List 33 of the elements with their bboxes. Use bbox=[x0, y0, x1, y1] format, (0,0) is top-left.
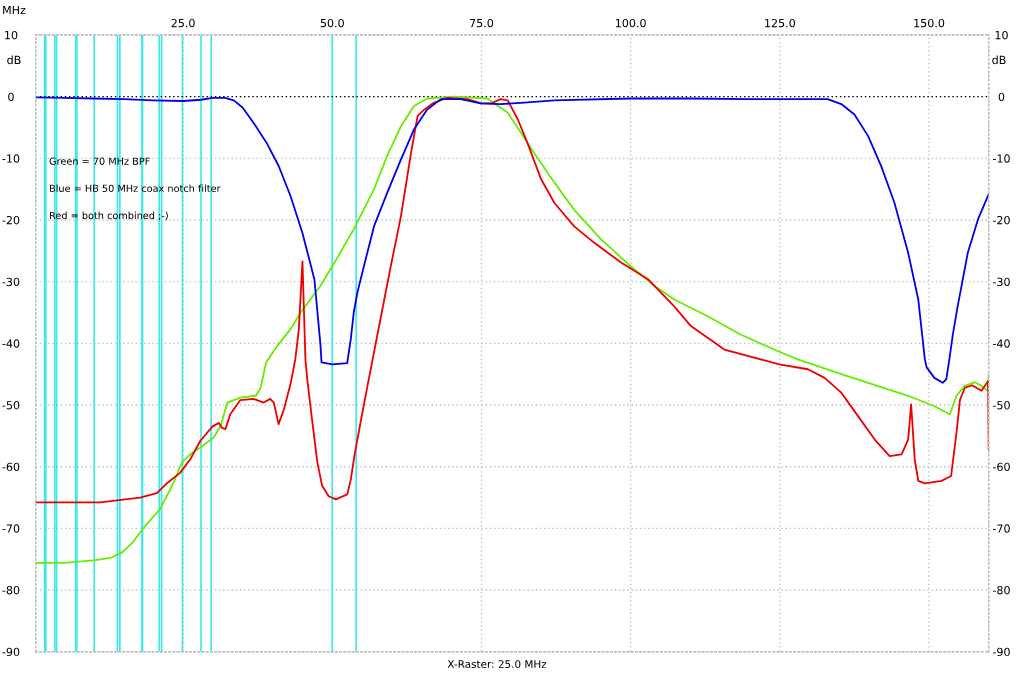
y-tick-label: -60 bbox=[2, 462, 20, 472]
x-tick-label: 125.0 bbox=[765, 18, 796, 28]
y-tick-label: -50 bbox=[2, 400, 20, 410]
y2-tick-label: 0 bbox=[998, 92, 1005, 102]
x-tick-label: 150.0 bbox=[914, 18, 945, 28]
y2-tick-label: -80 bbox=[992, 586, 1010, 595]
y-tick-label: -90 bbox=[2, 647, 20, 657]
y2-tick-label: -50 bbox=[992, 400, 1010, 410]
y2-tick-label: -30 bbox=[992, 277, 1010, 287]
y-tick-label: -30 bbox=[2, 277, 20, 287]
y2-tick-label: -60 bbox=[992, 462, 1010, 472]
y-tick-label: 0 bbox=[8, 92, 14, 102]
y2-tick-label: -20 bbox=[992, 215, 1010, 225]
y-tick-label: -40 bbox=[2, 339, 20, 348]
y-axis-title: dB bbox=[7, 55, 21, 65]
x-tick-label: 75.0 bbox=[470, 18, 494, 28]
y-tick-label: -70 bbox=[2, 524, 20, 533]
x-axis-title: MHz bbox=[3, 5, 26, 15]
y2-tick-label: -10 bbox=[992, 154, 1010, 163]
y-tick-label: -20 bbox=[2, 215, 20, 225]
y2-tick-label: -90 bbox=[992, 647, 1010, 657]
line-series bbox=[35, 96, 989, 384]
x-tick-label: 50.0 bbox=[320, 18, 344, 28]
y2-tick-label: -70 bbox=[992, 524, 1010, 533]
text: X-Raster: 25.0 MHz bbox=[447, 660, 547, 669]
y-tick-label: 10 bbox=[5, 30, 18, 40]
y2-tick-label: 10 bbox=[995, 30, 1008, 40]
x-tick-label: 25.0 bbox=[171, 18, 195, 28]
y-tick-label: -10 bbox=[2, 154, 20, 163]
y2-tick-label: -40 bbox=[992, 339, 1010, 348]
x-tick-label: 100.0 bbox=[615, 18, 646, 28]
y2-axis-title: dB bbox=[992, 55, 1006, 65]
y-tick-label: -80 bbox=[2, 586, 20, 595]
